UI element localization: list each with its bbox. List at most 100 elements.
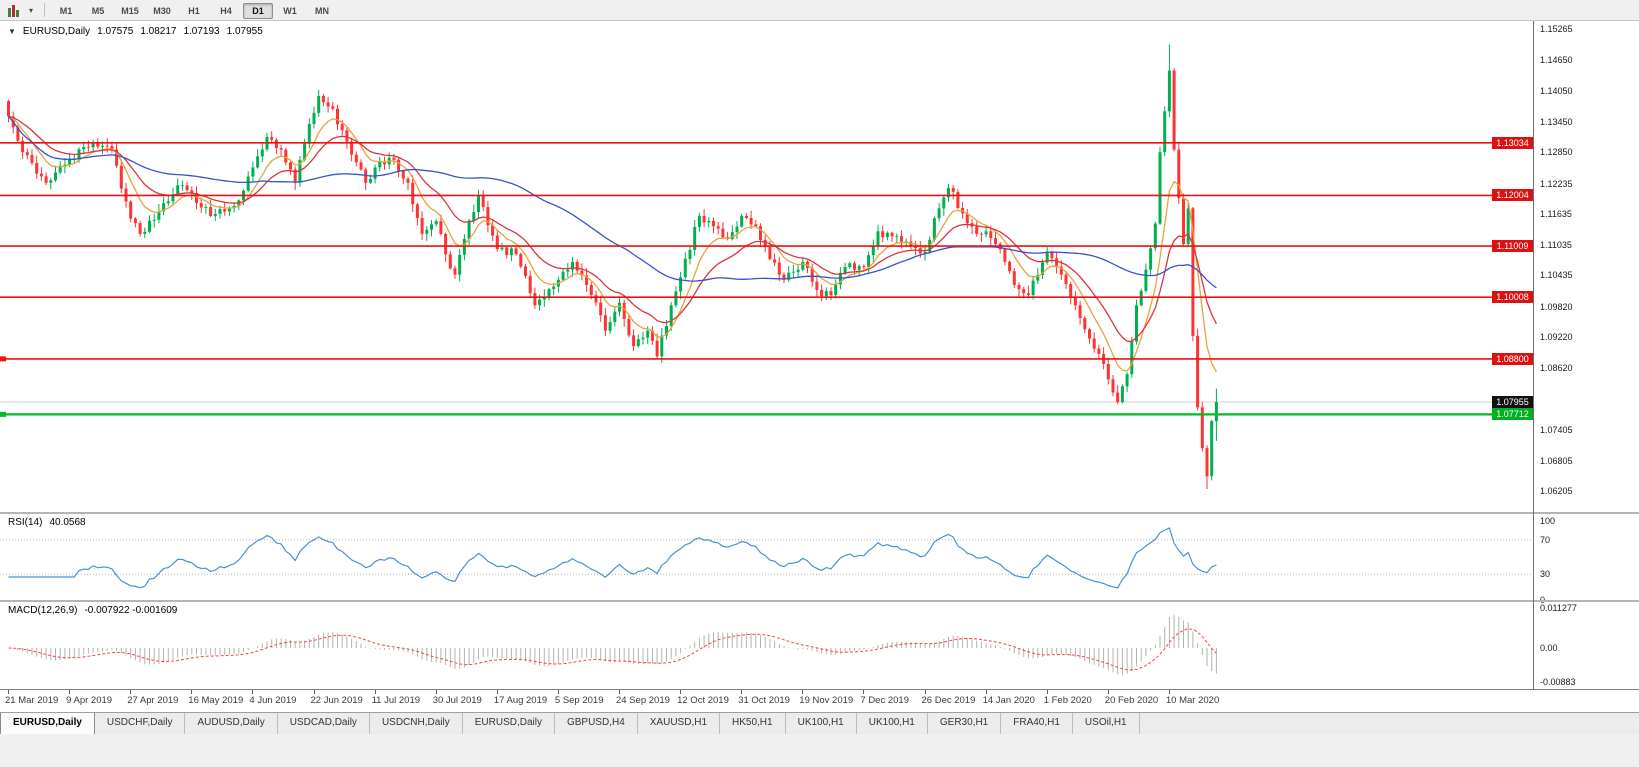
- time-tick-mark: [496, 690, 498, 694]
- toolbar-separator: [44, 3, 46, 17]
- chart-tab-AUDUSD-Daily[interactable]: AUDUSD,Daily: [185, 713, 278, 735]
- chart-type-icon[interactable]: [6, 2, 28, 18]
- time-tick-mark: [924, 690, 926, 694]
- chart-tab-USOil-H1[interactable]: USOil,H1: [1072, 713, 1140, 735]
- macd-axis-label: -0.00883: [1540, 677, 1576, 688]
- time-tick-label: 9 Apr 2019: [66, 695, 113, 706]
- time-tick-label: 1 Feb 2020: [1043, 695, 1092, 706]
- time-tick-mark: [130, 690, 132, 694]
- time-tick-mark: [741, 690, 743, 694]
- time-tick-label: 10 Mar 2020: [1165, 695, 1220, 706]
- time-tick-mark: [863, 690, 865, 694]
- time-tick-label: 19 Nov 2019: [799, 695, 854, 706]
- main-price-panel[interactable]: [0, 44, 1533, 490]
- chart-tab-XAUUSD-H1[interactable]: XAUUSD,H1: [637, 713, 721, 735]
- chart-tab-GER30-H1[interactable]: GER30,H1: [927, 713, 1002, 735]
- macd-axis-label: 0.00: [1540, 643, 1558, 653]
- time-tick-mark: [619, 690, 620, 694]
- time-tick-label: 12 Oct 2019: [677, 695, 729, 706]
- timeframe-button-W1[interactable]: W1: [283, 6, 297, 16]
- chart-tab-HK50-H1[interactable]: HK50,H1: [720, 713, 786, 735]
- chart-tab-USDCHF-Daily[interactable]: USDCHF,Daily: [94, 713, 186, 735]
- time-tick-label: 30 Jul 2019: [432, 695, 482, 706]
- rsi-axis-label: 30: [1540, 569, 1551, 580]
- price-tick: 1.12850: [1540, 147, 1573, 158]
- price-tick: 1.06205: [1540, 486, 1573, 497]
- chart-tab-USDCAD-Daily[interactable]: USDCAD,Daily: [277, 713, 370, 735]
- price-tick: 1.11035: [1540, 239, 1572, 250]
- chart-tab-EURUSD-Daily[interactable]: EURUSD,Daily: [462, 713, 555, 735]
- time-tick-mark: [1168, 690, 1170, 694]
- timeframe-button-M30[interactable]: M30: [153, 6, 171, 16]
- price-tick: 1.12235: [1540, 178, 1573, 189]
- moving-average-18: [8, 115, 1217, 342]
- chart-tab-USDCNH-Daily[interactable]: USDCNH,Daily: [369, 713, 463, 735]
- timeframe-button-H4[interactable]: H4: [220, 6, 232, 16]
- price-tick: 1.09820: [1540, 301, 1573, 312]
- time-tick-label: 26 Dec 2019: [921, 695, 976, 706]
- time-tick-mark: [802, 690, 804, 694]
- time-tick-label: 17 Aug 2019: [493, 695, 548, 706]
- time-tick-mark: [8, 690, 9, 694]
- chart-tab-EURUSD-Daily[interactable]: EURUSD,Daily: [0, 713, 95, 735]
- time-tick-label: 20 Feb 2020: [1104, 695, 1159, 706]
- time-tick-mark: [252, 690, 254, 694]
- chart-tab-UK100-H1[interactable]: UK100,H1: [856, 713, 928, 735]
- time-tick-mark: [1046, 690, 1048, 694]
- time-tick-label: 5 Sep 2019: [554, 695, 604, 706]
- price-axis-separator: [1533, 20, 1534, 689]
- timeframe-button-D1[interactable]: D1: [243, 3, 274, 19]
- chart-tab-GBPUSD-H4[interactable]: GBPUSD,H4: [554, 713, 638, 735]
- timeframe-button-M15[interactable]: M15: [121, 6, 139, 16]
- price-axis[interactable]: 1.15265 1.14650 1.14050 1.13450 1.12850 1.122…: [1492, 20, 1639, 689]
- rsi-axis-label: 70: [1540, 534, 1551, 545]
- time-tick-label: 27 Apr 2019: [127, 695, 179, 706]
- rsi-panel[interactable]: [0, 527, 1533, 589]
- time-tick-mark: [191, 690, 193, 694]
- rsi-line: [8, 527, 1217, 589]
- time-tick-mark: [374, 690, 376, 694]
- time-axis[interactable]: 21 Mar 2019 9 Apr 2019 27 Apr 2019 16 May 2…: [0, 689, 1639, 712]
- toolbar: ▾ M1 M5 M15 M30 H1 H4 D1 W1 MN: [0, 0, 1639, 21]
- time-tick-mark: [557, 690, 559, 694]
- price-level-tag: 1.13034: [1492, 136, 1533, 149]
- timeframe-button-M5[interactable]: M5: [91, 6, 105, 16]
- price-tick: 1.13450: [1540, 116, 1573, 127]
- time-tick-label: 31 Oct 2019: [738, 695, 790, 706]
- price-tick: 1.14650: [1540, 55, 1573, 66]
- bottom-fill: [0, 734, 1639, 767]
- price-tick: 1.06805: [1540, 455, 1573, 466]
- timeframe-buttons: M1 M5 M15 M30 H1 H4 D1 W1 MN: [50, 1, 338, 19]
- price-level-tag: 1.11009: [1492, 240, 1533, 253]
- macd-signal-line: [8, 628, 1217, 671]
- price-tick: 1.15265: [1540, 23, 1573, 34]
- time-tick-mark: [680, 690, 682, 694]
- timeframe-button-MN[interactable]: MN: [315, 6, 330, 16]
- chart-tab-UK100-H1[interactable]: UK100,H1: [785, 713, 857, 735]
- price-tick: 1.11635: [1540, 209, 1572, 220]
- time-tick-label: 7 Dec 2019: [860, 695, 909, 706]
- timeframe-button-H1[interactable]: H1: [188, 6, 200, 16]
- moving-average-55: [8, 115, 1217, 289]
- timeframe-button-M1[interactable]: M1: [59, 6, 73, 16]
- time-tick-mark: [69, 690, 71, 694]
- chart-tab-FRA40-H1[interactable]: FRA40,H1: [1001, 713, 1073, 735]
- time-tick-label: 14 Jan 2020: [982, 695, 1035, 706]
- macd-panel[interactable]: [8, 614, 1217, 675]
- price-tick: 1.07405: [1540, 425, 1573, 436]
- time-tick-label: 21 Mar 2019: [5, 695, 59, 706]
- time-tick-mark: [1107, 690, 1109, 694]
- price-level-tag: 1.12004: [1492, 189, 1533, 202]
- moving-average-8: [8, 115, 1217, 373]
- panel-splitter-rsi[interactable]: [0, 512, 1639, 514]
- chart-type-dropdown-caret-icon[interactable]: ▾: [29, 5, 34, 15]
- price-tick: 1.08620: [1540, 363, 1573, 374]
- price-level-tag: 1.10008: [1492, 291, 1533, 304]
- price-tick: 1.10435: [1540, 270, 1573, 281]
- chart-tabs-bar: EURUSD,Daily USDCHF,Daily AUDUSD,Daily USDC…: [0, 712, 1639, 735]
- panel-splitter-macd[interactable]: [0, 600, 1639, 602]
- time-tick-mark: [313, 690, 315, 694]
- time-tick-label: 11 Jul 2019: [371, 695, 421, 706]
